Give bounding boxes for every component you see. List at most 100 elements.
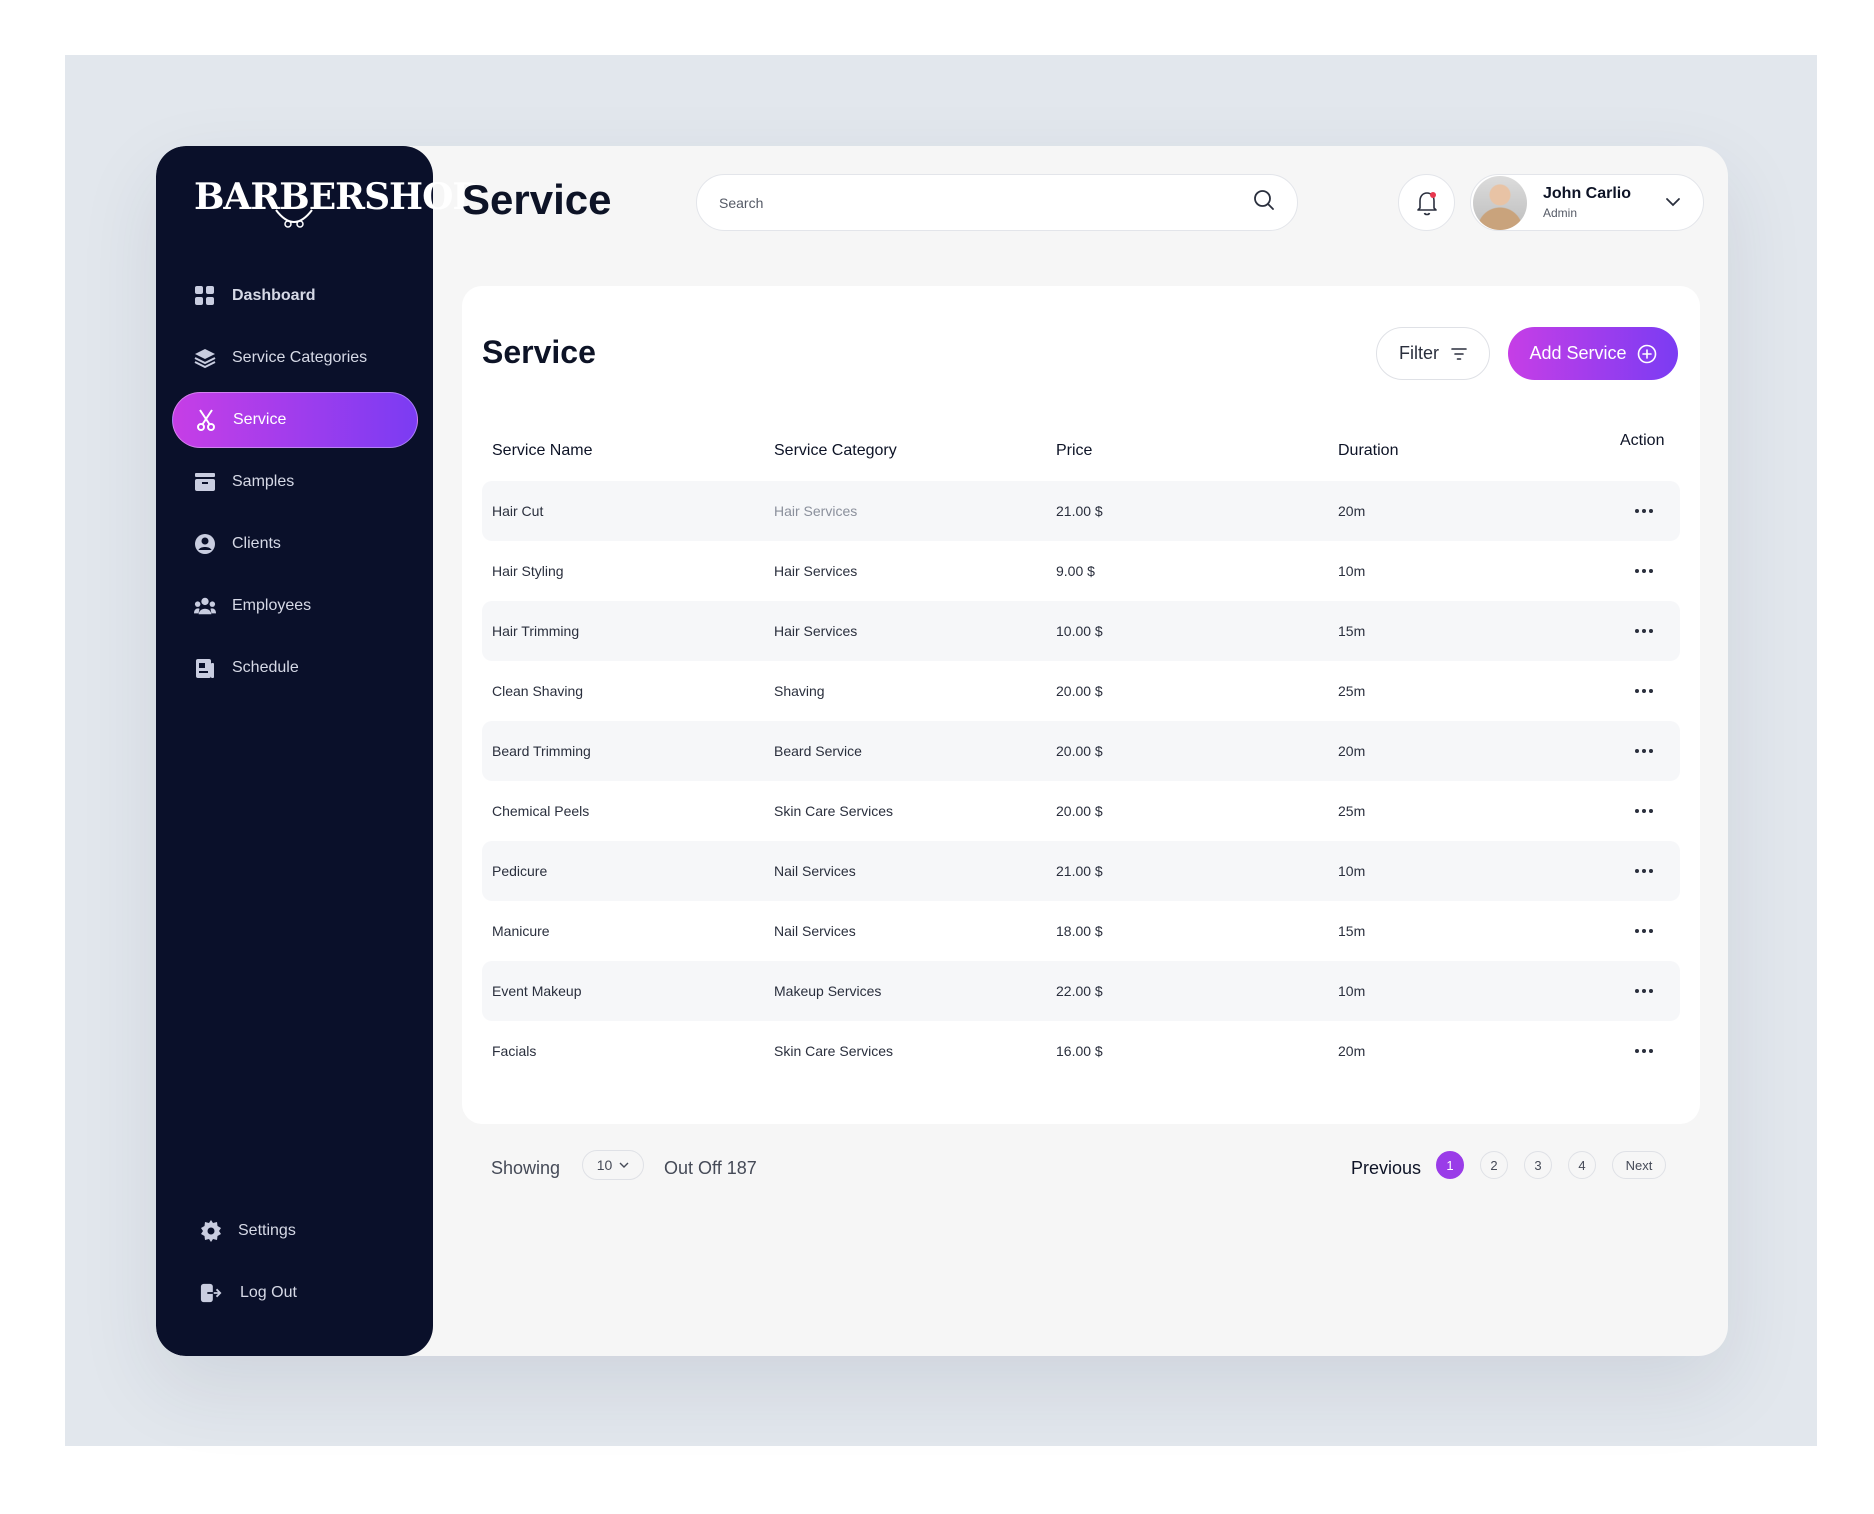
column-header-service-name[interactable]: Service Name [492,442,593,459]
sidebar-item-schedule[interactable]: Schedule [172,640,418,696]
more-icon[interactable] [1632,619,1656,643]
sidebar-item-label: Employees [232,597,312,614]
table-row[interactable]: Event Makeup Makeup Services 22.00 $ 10m [482,961,1680,1021]
cell-service-category: Beard Service [774,743,862,759]
more-icon[interactable] [1632,979,1656,1003]
per-page-value: 10 [596,1157,613,1173]
sidebar-item-samples[interactable]: Samples [172,454,418,510]
avatar [1473,175,1527,230]
table-row[interactable]: Chemical Peels Skin Care Services 20.00 … [482,781,1680,841]
filter-icon [1451,347,1467,360]
cell-service-name: Hair Styling [492,563,564,579]
column-header-action: Action [1620,432,1665,449]
add-service-label: Add Service [1529,343,1627,363]
cell-price: 16.00 $ [1056,1043,1103,1059]
table-row[interactable]: Hair Cut Hair Services 21.00 $ 20m [482,481,1680,541]
more-icon[interactable] [1632,859,1656,883]
search-bar [696,174,1298,231]
table-row[interactable]: Clean Shaving Shaving 20.00 $ 25m [482,661,1680,721]
calendar-icon [194,657,216,679]
bell-icon [1416,191,1437,215]
sidebar-item-label: Service Categories [232,349,368,366]
search-input[interactable] [719,194,1253,211]
cell-service-name: Beard Trimming [492,743,591,759]
sidebar-item-employees[interactable]: Employees [172,578,418,634]
more-icon[interactable] [1632,559,1656,583]
sidebar-item-service-categories[interactable]: Service Categories [172,330,418,386]
cell-service-category: Hair Services [774,563,858,579]
column-header-duration[interactable]: Duration [1338,442,1399,459]
gear-icon [200,1220,222,1242]
sidebar-item-clients[interactable]: Clients [172,516,418,572]
user-name: John Carlio [1543,185,1632,202]
more-icon[interactable] [1632,499,1656,523]
page-1-button[interactable]: 1 [1436,1151,1464,1179]
cell-service-category: Hair Services [774,623,858,639]
more-icon[interactable] [1632,919,1656,943]
plus-circle-icon [1637,344,1656,363]
cell-service-name: Hair Trimming [492,623,580,639]
cell-service-name: Clean Shaving [492,683,584,699]
cell-duration: 10m [1338,563,1366,579]
cell-price: 20.00 $ [1056,803,1103,819]
search-icon[interactable] [1253,189,1275,216]
more-icon[interactable] [1632,679,1656,703]
cell-service-category: Shaving [774,683,825,699]
cell-duration: 25m [1338,683,1366,699]
cell-price: 22.00 $ [1056,983,1103,999]
next-page-button[interactable]: Next [1612,1151,1666,1179]
page-4-button[interactable]: 4 [1568,1151,1596,1179]
sidebar-item-label: Service [233,411,287,428]
table-row[interactable]: Hair Trimming Hair Services 10.00 $ 15m [482,601,1680,661]
cell-duration: 10m [1338,863,1366,879]
card-title: Service [482,334,596,370]
cell-service-name: Facials [492,1043,537,1059]
notification-button[interactable] [1398,174,1455,231]
filter-label: Filter [1399,343,1439,363]
brand-logo[interactable]: BARBERSHOP [194,176,480,218]
filter-button[interactable]: Filter [1376,327,1490,380]
per-page-select[interactable]: 10 [582,1150,644,1180]
sidebar-item-dashboard[interactable]: Dashboard [172,268,418,324]
cell-service-name: Hair Cut [492,503,544,519]
column-header-service-category[interactable]: Service Category [774,442,897,459]
sidebar-item-label: Settings [238,1222,296,1239]
page-3-button[interactable]: 3 [1524,1151,1552,1179]
more-icon[interactable] [1632,1039,1656,1063]
more-icon[interactable] [1632,739,1656,763]
table-row[interactable]: Beard Trimming Beard Service 20.00 $ 20m [482,721,1680,781]
chevron-down-icon[interactable] [1665,194,1681,212]
total-count: Out Off 187 [664,1158,757,1178]
sidebar-item-service[interactable]: Service [172,392,418,448]
add-service-button[interactable]: Add Service [1508,327,1678,380]
user-role: Admin [1543,206,1578,220]
table-row[interactable]: Facials Skin Care Services 16.00 $ 20m [482,1021,1680,1081]
showing-label: Showing [491,1158,561,1178]
cell-duration: 15m [1338,623,1366,639]
sidebar-item-settings[interactable]: Settings [172,1203,418,1259]
sidebar-item-label: Clients [232,535,281,552]
cell-duration: 10m [1338,983,1366,999]
cell-duration: 20m [1338,1043,1366,1059]
app-window: BARBERSHOP Dashboard Service Categories … [156,146,1728,1356]
cell-price: 10.00 $ [1056,623,1103,639]
cell-price: 21.00 $ [1056,863,1103,879]
sidebar-item-logout[interactable]: Log Out [172,1265,418,1321]
sidebar-item-label: Log Out [240,1284,297,1301]
cell-duration: 20m [1338,743,1366,759]
page-2-button[interactable]: 2 [1480,1151,1508,1179]
user-menu[interactable]: John Carlio Admin [1470,174,1704,231]
more-icon[interactable] [1632,799,1656,823]
column-header-price[interactable]: Price [1056,442,1093,459]
cell-duration: 20m [1338,503,1366,519]
page-title: Service [462,176,612,223]
table-row[interactable]: Manicure Nail Services 18.00 $ 15m [482,901,1680,961]
table-row[interactable]: Hair Styling Hair Services 9.00 $ 10m [482,541,1680,601]
folder-icon [194,471,216,493]
previous-page-button[interactable]: Previous [1351,1158,1422,1178]
table-row[interactable]: Pedicure Nail Services 21.00 $ 10m [482,841,1680,901]
cell-service-category: Hair Services [774,503,858,519]
sidebar-item-label: Dashboard [232,287,316,304]
cell-service-category: Nail Services [774,923,856,939]
cell-price: 21.00 $ [1056,503,1103,519]
